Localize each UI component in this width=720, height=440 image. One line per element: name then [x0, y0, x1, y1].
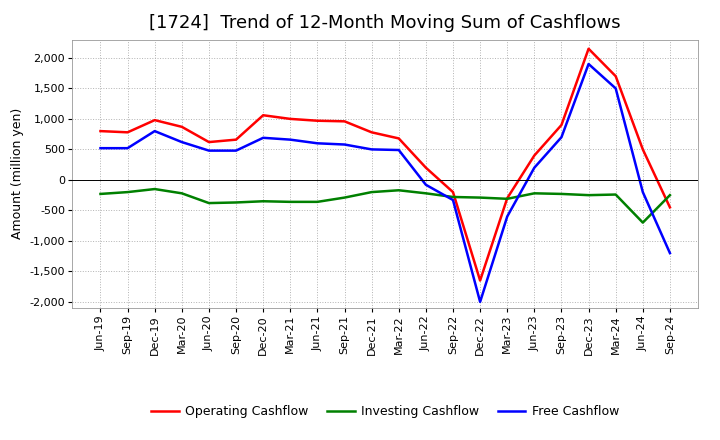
Operating Cashflow [259, 113, 268, 118]
Investing Cashflow [449, 194, 457, 200]
Free Cashflow [395, 147, 403, 153]
Operating Cashflow [178, 124, 186, 129]
Investing Cashflow [584, 193, 593, 198]
Investing Cashflow [341, 195, 349, 200]
Operating Cashflow [503, 195, 511, 201]
Investing Cashflow [665, 193, 674, 198]
Investing Cashflow [313, 199, 322, 205]
Free Cashflow [449, 198, 457, 203]
Operating Cashflow [665, 205, 674, 210]
Free Cashflow [584, 61, 593, 66]
Free Cashflow [557, 135, 566, 140]
Operating Cashflow [530, 153, 539, 158]
Free Cashflow [421, 182, 430, 187]
Free Cashflow [259, 135, 268, 140]
Operating Cashflow [476, 278, 485, 283]
Investing Cashflow [530, 191, 539, 196]
Operating Cashflow [395, 136, 403, 141]
Free Cashflow [639, 190, 647, 195]
Free Cashflow [96, 146, 105, 151]
Line: Operating Cashflow: Operating Cashflow [101, 49, 670, 281]
Operating Cashflow [611, 73, 620, 79]
Operating Cashflow [204, 139, 213, 145]
Operating Cashflow [639, 147, 647, 152]
Operating Cashflow [150, 117, 159, 123]
Operating Cashflow [232, 137, 240, 142]
Line: Free Cashflow: Free Cashflow [101, 64, 670, 302]
Free Cashflow [150, 128, 159, 134]
Investing Cashflow [178, 191, 186, 196]
Operating Cashflow [313, 118, 322, 123]
Free Cashflow [313, 141, 322, 146]
Operating Cashflow [286, 116, 294, 121]
Free Cashflow [530, 165, 539, 170]
Investing Cashflow [259, 198, 268, 204]
Investing Cashflow [611, 192, 620, 197]
Operating Cashflow [341, 119, 349, 124]
Investing Cashflow [421, 191, 430, 196]
Title: [1724]  Trend of 12-Month Moving Sum of Cashflows: [1724] Trend of 12-Month Moving Sum of C… [149, 15, 621, 33]
Investing Cashflow [150, 187, 159, 192]
Operating Cashflow [96, 128, 105, 134]
Operating Cashflow [584, 46, 593, 51]
Operating Cashflow [123, 130, 132, 135]
Investing Cashflow [557, 191, 566, 197]
Investing Cashflow [123, 190, 132, 195]
Y-axis label: Amount (million yen): Amount (million yen) [11, 108, 24, 239]
Free Cashflow [476, 299, 485, 304]
Free Cashflow [611, 86, 620, 91]
Free Cashflow [286, 137, 294, 142]
Investing Cashflow [503, 196, 511, 202]
Investing Cashflow [639, 220, 647, 225]
Legend: Operating Cashflow, Investing Cashflow, Free Cashflow: Operating Cashflow, Investing Cashflow, … [146, 400, 624, 423]
Free Cashflow [178, 139, 186, 145]
Investing Cashflow [367, 190, 376, 195]
Investing Cashflow [204, 201, 213, 206]
Operating Cashflow [421, 165, 430, 170]
Free Cashflow [123, 146, 132, 151]
Free Cashflow [665, 250, 674, 256]
Investing Cashflow [96, 191, 105, 197]
Investing Cashflow [395, 187, 403, 193]
Free Cashflow [204, 148, 213, 153]
Operating Cashflow [557, 122, 566, 128]
Line: Investing Cashflow: Investing Cashflow [101, 189, 670, 223]
Investing Cashflow [476, 195, 485, 200]
Free Cashflow [503, 214, 511, 219]
Operating Cashflow [449, 190, 457, 195]
Free Cashflow [232, 148, 240, 153]
Free Cashflow [367, 147, 376, 152]
Free Cashflow [341, 142, 349, 147]
Investing Cashflow [286, 199, 294, 205]
Operating Cashflow [367, 130, 376, 135]
Investing Cashflow [232, 200, 240, 205]
